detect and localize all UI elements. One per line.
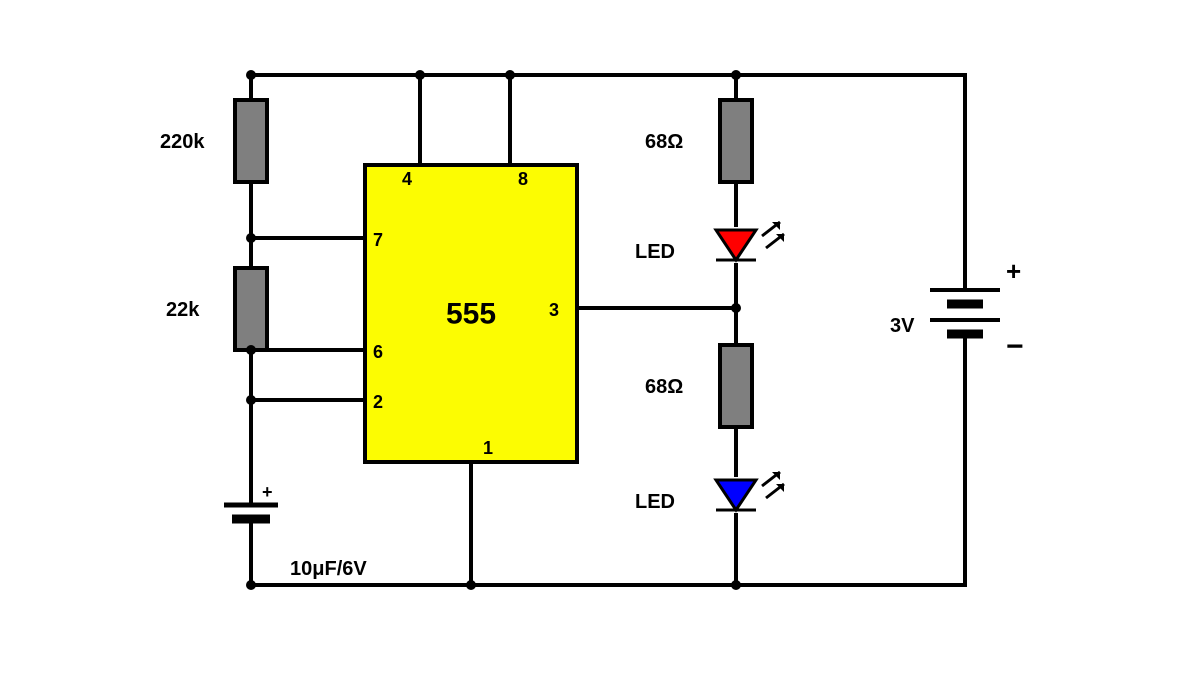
resistor-label: 220k <box>160 131 205 153</box>
junction-dot <box>731 303 741 313</box>
cap-polarity: + <box>262 482 273 502</box>
resistor-body <box>720 345 752 427</box>
resistor-label: 68Ω <box>645 376 683 398</box>
junction-dot <box>246 580 256 590</box>
junction-dot <box>466 580 476 590</box>
pin-7-label: 7 <box>373 230 383 250</box>
pin-4-label: 4 <box>402 169 412 189</box>
resistor-label: 22k <box>166 299 200 321</box>
junction-dot <box>246 395 256 405</box>
resistor-body <box>235 268 267 350</box>
junction-dot <box>505 70 515 80</box>
pin-1-label: 1 <box>483 438 493 458</box>
pin-2-label: 2 <box>373 392 383 412</box>
resistor-label: 68Ω <box>645 131 683 153</box>
led-label: LED <box>635 241 675 263</box>
junction-dot <box>731 580 741 590</box>
ic-label: 555 <box>446 298 496 331</box>
battery-minus: − <box>1006 330 1024 363</box>
cap-label: 10μF/6V <box>290 558 367 580</box>
resistor-body <box>235 100 267 182</box>
junction-dot <box>246 233 256 243</box>
battery-label: 3V <box>890 315 915 337</box>
junction-dot <box>246 70 256 80</box>
junction-dot <box>415 70 425 80</box>
pin-3-label: 3 <box>549 300 559 320</box>
junction-dot <box>731 70 741 80</box>
ic-555: 555 1 2 3 4 6 7 8 <box>365 165 577 462</box>
junction-dot <box>246 345 256 355</box>
pin-6-label: 6 <box>373 342 383 362</box>
pin-8-label: 8 <box>518 169 528 189</box>
resistor-body <box>720 100 752 182</box>
circuit-schematic: 555 1 2 3 4 6 7 8 220k 22k 68Ω 68Ω LED LED +10μF/6V 3V +… <box>0 0 1200 675</box>
battery-plus: + <box>1006 256 1021 286</box>
led-label: LED <box>635 491 675 513</box>
